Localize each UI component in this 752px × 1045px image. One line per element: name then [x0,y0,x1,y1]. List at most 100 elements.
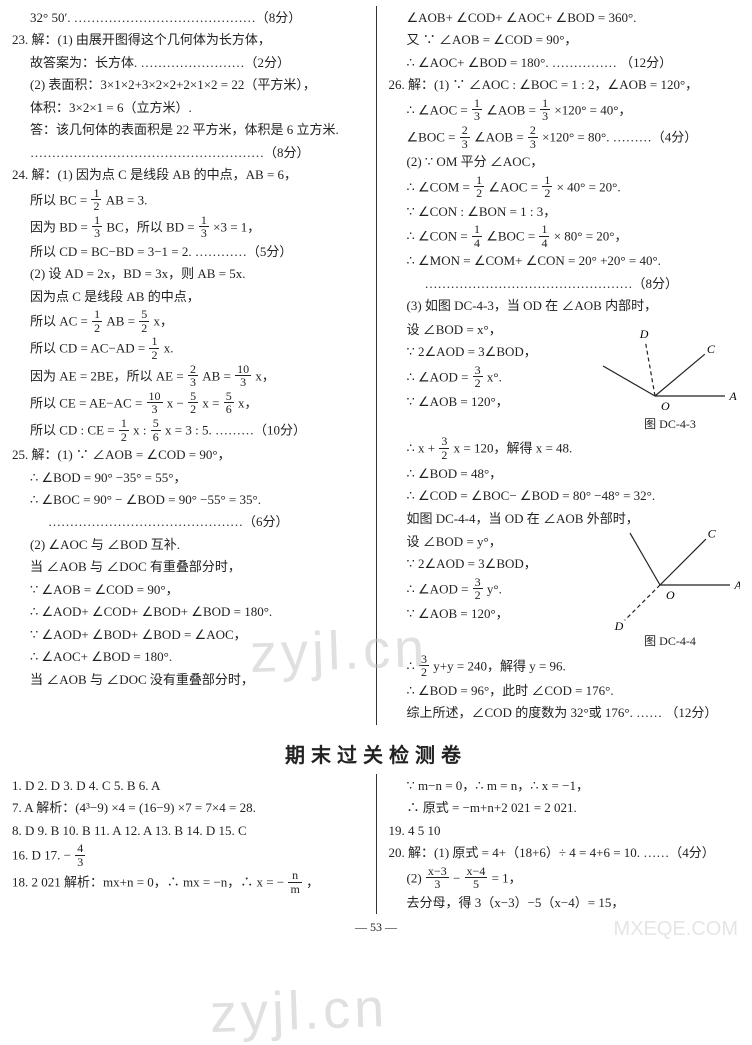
text: 体积：3×2×1 = 6（立方米）. [12,97,364,118]
fraction: 23 [460,124,470,150]
text: ， [306,875,319,890]
fraction: 103 [147,390,163,416]
fraction: 13 [540,97,550,123]
text: (2) ∠AOC 与 ∠BOD 互补. [12,534,364,555]
text: 所以 BC = 12 AB = 3. [12,187,364,213]
text: ∵ ∠CON : ∠BON = 1 : 3， [389,201,741,222]
text: ∴ ∠BOD = 90° −35° = 55°， [12,467,364,488]
upper-columns: 32° 50′. ……………………………………（8分） 23. 解：(1) 由展… [0,6,752,725]
text: ∠AOB+ ∠COD+ ∠AOC+ ∠BOD = 360°. [389,7,741,28]
text: ∴ ∠AOD = 32 y°. [389,576,597,602]
text: ∵ ∠AOB = 120°， [389,391,597,412]
text: (3) 如图 DC-4-3，当 OD 在 ∠AOB 内部时， [389,295,741,316]
svg-text:O: O [661,399,670,413]
text: x， [238,395,258,410]
text: 20. 解：(1) 原式 = 4+（18+6）÷ 4 = 4+6 = 10. …… [389,842,741,863]
text: 因为 BD = [30,219,88,234]
fraction: 12 [542,174,552,200]
figure-dc-4-3: BDCAO 图 DC-4-3 [600,318,740,435]
text: ∵ 2∠AOD = 3∠BOD， [389,553,597,574]
text: 19. 4 5 10 [389,820,741,841]
fraction: 52 [188,390,198,416]
figure-caption: 图 DC-4-3 [600,415,740,435]
page: 32° 50′. ……………………………………（8分） 23. 解：(1) 由展… [0,6,752,935]
angle-diagram-icon: BDCAO [600,318,740,413]
text: BC，所以 BD = [106,219,194,234]
svg-text:C: C [707,342,716,356]
text: ∴ ∠COM = [407,179,470,194]
text: ………………………………………………（8分） [12,142,364,163]
text: x = 120，解得 x = 48. [454,441,573,456]
fraction: 103 [235,363,251,389]
text: 综上所述，∠COD 的度数为 32°或 176°. …… （12分） [389,702,741,723]
text: ∠BOC = 23 ∠AOB = 23 ×120° = 80°. ………（4分） [389,124,741,150]
text: 8. D 9. B 10. B 11. A 12. A 13. B 14. D … [12,820,364,841]
fraction: 43 [75,842,85,868]
fraction: 14 [472,223,482,249]
text: ∴ ∠AOD = [407,581,469,596]
text: 所以 CD = AC−AD = 12 x. [12,335,364,361]
figure-row-1: 设 ∠BOD = x°， ∵ 2∠AOD = 3∠BOD， ∴ ∠AOD = 3… [389,318,741,435]
text: 因为 AE = 2BE，所以 AE = [30,368,184,383]
figure-caption: 图 DC-4-4 [600,632,740,652]
fraction: x−45 [465,865,488,891]
text: 18. 2 021 解析：mx+n = 0，∴ mx = −n，∴ x = − … [12,869,364,895]
watermark: zyjl.cn [209,977,389,1045]
text: ∵ ∠AOB = 120°， [389,603,597,624]
fraction: 13 [199,214,209,240]
text: ∴ ∠AOD = 32 x°. [389,364,597,390]
text: ∵ ∠AOB = ∠COD = 90°， [12,579,364,600]
text: x， [255,368,275,383]
text: AB = [202,368,231,383]
text: (2) ∵ OM 平分 ∠AOC， [389,151,741,172]
text: − [453,870,460,885]
text: ×120° = 40°， [554,102,631,117]
watermark-corner: MXEQE.COM [614,918,738,941]
figure-row-2: 设 ∠BOD = y°， ∵ 2∠AOD = 3∠BOD， ∴ ∠AOD = 3… [389,530,741,652]
text: 24. 解：(1) 因为点 C 是线段 AB 的中点，AB = 6， [12,164,364,185]
text: 1. D 2. D 3. D 4. C 5. B 6. A [12,775,364,796]
text: (2) x−33 − x−45 = 1， [389,865,741,891]
text: ∴ [407,658,415,673]
text: ∴ ∠BOC = 90° − ∠BOD = 90° −55° = 35°. [12,489,364,510]
text: 25. 解：(1) ∵ ∠AOB = ∠COD = 90°， [12,444,364,465]
text: x : [133,422,146,437]
text: ∴ ∠AOC+ ∠BOD = 180°. [12,646,364,667]
text: 所以 CD = BC−BD = 3−1 = 2. …………（5分） [12,241,364,262]
angle-diagram-icon: BCADO [600,530,740,630]
text: ∴ ∠COD = ∠BOC− ∠BOD = 80° −48° = 32°. [389,485,741,506]
text: ∴ ∠BOD = 48°， [389,463,741,484]
left-column-b: 1. D 2. D 3. D 4. C 5. B 6. A 7. A 解析：(4… [0,774,376,914]
text: ∵ ∠AOD+ ∠BOD+ ∠BOD = ∠AOC， [12,624,364,645]
text: 32° 50′. ……………………………………（8分） [12,7,364,28]
text: ∠BOC = [486,229,535,244]
fraction: 23 [528,124,538,150]
right-column: ∠AOB+ ∠COD+ ∠AOC+ ∠BOD = 360°. 又 ∵ ∠AOB … [377,6,752,725]
text: × 80° = 20°， [554,229,628,244]
text: (2) 表面积：3×1×2+3×2×2+2×1×2 = 22（平方米）， [12,74,364,95]
text: 所以 CD = AC−AD = [30,341,145,356]
svg-text:A: A [728,389,737,403]
text: 18. 2 021 解析：mx+n = 0，∴ mx = −n，∴ x = − [12,875,284,890]
text: ∠BOC = [407,129,456,144]
text: 设 ∠BOD = x°， [389,319,597,340]
text: 当 ∠AOB 与 ∠DOC 有重叠部分时， [12,556,364,577]
fraction: nm [288,869,301,895]
text: × 40° = 20°. [557,179,621,194]
text: ∴ ∠MON = ∠COM+ ∠CON = 20° +20° = 40°. [389,250,741,271]
text: …………………………………………（8分） [389,273,741,294]
right-column-b: ∵ m−n = 0，∴ m = n，∴ x = −1， ∴ 原式 = −m+n+… [377,774,752,914]
text: ∴ x + [407,441,436,456]
text: 故答案为：长方体. ……………………（2分） [12,52,364,73]
text: 因为 BD = 13 BC，所以 BD = 13 ×3 = 1， [12,214,364,240]
text: ∴ x + 32 x = 120，解得 x = 48. [389,435,741,461]
fraction: 56 [224,390,234,416]
text: y+y = 240，解得 y = 96. [433,658,566,673]
text: AB = 3. [106,192,148,207]
text: 答：该几何体的表面积是 22 平方米，体积是 6 立方米. [12,119,364,140]
text: ∴ 32 y+y = 240，解得 y = 96. [389,653,741,679]
svg-text:D: D [614,619,624,630]
svg-text:O: O [666,588,675,602]
fraction: 12 [91,187,101,213]
fraction: 32 [419,653,429,679]
